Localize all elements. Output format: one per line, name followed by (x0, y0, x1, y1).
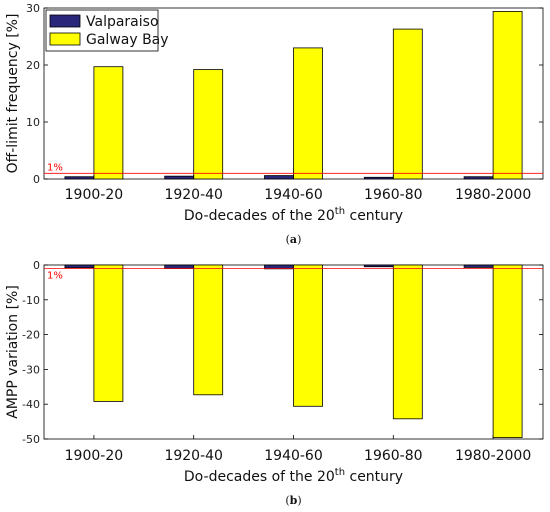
legend-swatch-galway (49, 32, 81, 46)
legend-label-galway: Galway Bay (86, 32, 169, 48)
bar-valparaiso-0 (64, 264, 95, 269)
y-tick-label: 0 (33, 173, 40, 186)
bar-valparaiso-2 (264, 175, 294, 180)
x-axis-label: Do-decades of the 20th century (184, 206, 403, 224)
bar-valparaiso-4 (463, 176, 494, 180)
x-tick-label: 1940-60 (264, 187, 323, 203)
bar-galway-1 (193, 264, 224, 396)
bar-galway-1 (193, 69, 224, 180)
bar-galway-3 (392, 28, 423, 180)
x-tick-label: 1900-20 (65, 448, 124, 464)
bar-galway-0 (93, 66, 124, 180)
y-tick-label: 0 (33, 259, 40, 272)
chart-panel-0: 0 10 20 30 1900-20 1920-40 1940-60 1960-80 1980-… (5, 2, 544, 246)
y-tick-label: -30 (22, 363, 40, 376)
y-tick-label: -40 (22, 398, 40, 411)
x-tick-label: 1900-20 (65, 187, 124, 203)
x-tick-label: 1920-40 (164, 187, 223, 203)
y-tick-label: -20 (22, 329, 40, 342)
bar-valparaiso-3 (363, 264, 394, 268)
legend: Valparaiso Galway Bay (45, 9, 169, 52)
bar-galway-3 (392, 264, 423, 420)
bar-valparaiso-4 (463, 264, 494, 268)
x-tick-label: 1960-80 (364, 187, 423, 203)
chart-panel-1: 0 -10 -20 -30 -40 -50 1900-20 1920-40 1940-60 196… (5, 259, 544, 507)
x-axis-label: Do-decades of the 20th century (184, 467, 403, 485)
y-tick-label: -10 (22, 294, 40, 307)
legend-swatch-valparaiso (49, 14, 81, 28)
x-tick-label: 1960-80 (364, 448, 423, 464)
bar-valparaiso-1 (164, 175, 195, 180)
bar-galway-2 (293, 47, 323, 180)
y-tick-label: 30 (26, 2, 40, 15)
x-tick-label: 1920-40 (164, 448, 223, 464)
bar-galway-4 (492, 264, 523, 439)
threshold-label: 1% (47, 162, 63, 173)
bar-valparaiso-0 (64, 176, 95, 180)
bar-valparaiso-3 (363, 176, 394, 180)
bar-galway-4 (492, 11, 523, 180)
y-tick-label: 20 (26, 59, 40, 72)
x-tick-label: 1940-60 (264, 448, 323, 464)
bar-galway-2 (293, 264, 323, 407)
y-tick-label: -50 (22, 433, 40, 446)
threshold-label: 1% (47, 270, 63, 281)
y-axis-label: AMPP variation [%] (5, 285, 21, 419)
bar-valparaiso-1 (164, 264, 195, 269)
bar-galway-0 (93, 264, 124, 402)
legend-label-valparaiso: Valparaiso (86, 14, 159, 30)
x-tick-label: 1980-2000 (455, 187, 531, 203)
panel-label: (b) (285, 494, 301, 507)
panel-label: (a) (286, 233, 302, 246)
x-tick-label: 1980-2000 (455, 448, 531, 464)
y-tick-label: 10 (26, 116, 40, 129)
y-axis-label: Off-limit frequency [%] (5, 14, 21, 174)
